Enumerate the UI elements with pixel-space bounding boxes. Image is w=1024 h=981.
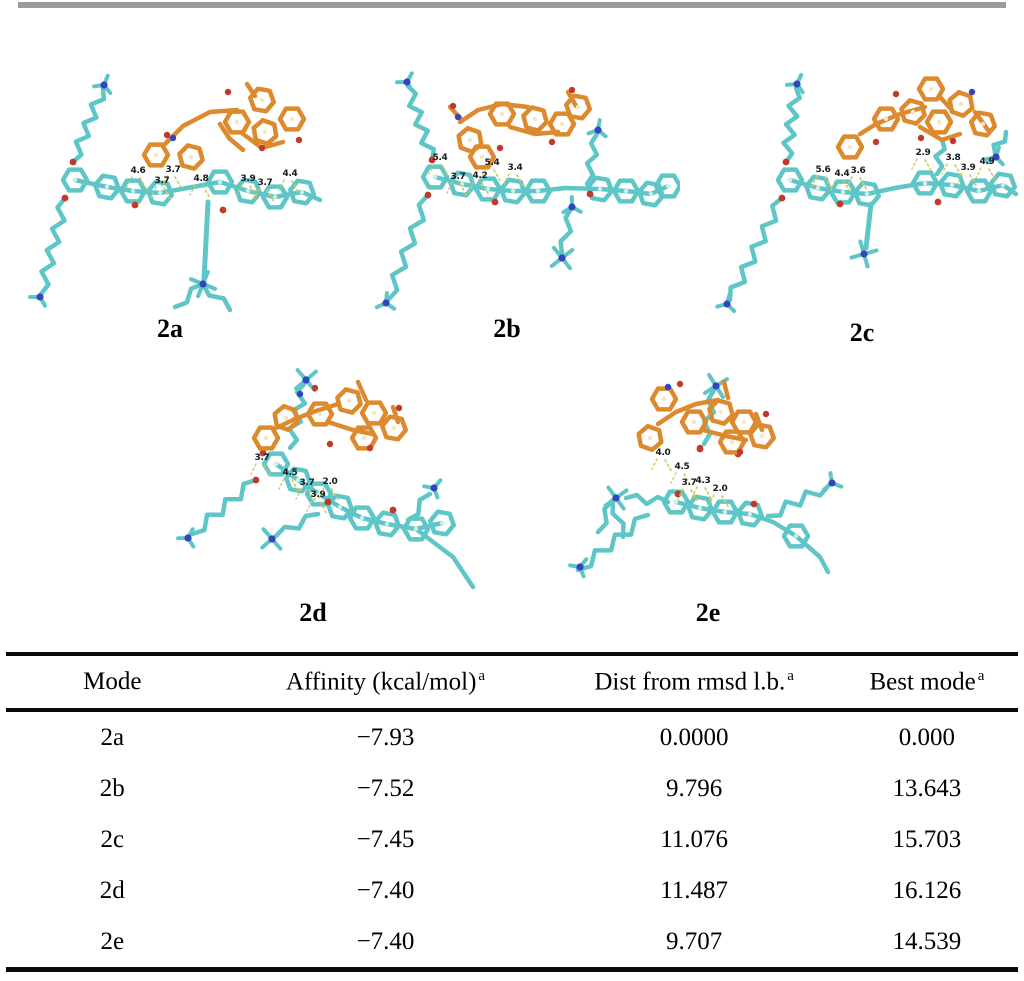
top-divider-rule — [18, 2, 1006, 8]
distance-label: 3.7 — [299, 478, 315, 488]
distance-label: 4.8 — [193, 174, 209, 184]
molecule-panel-2b: 5.4 5.4 3.4 3.7 4.2 2b — [350, 62, 680, 344]
distance-label: 5.4 — [484, 158, 500, 168]
table-header-rule — [6, 708, 1018, 712]
molecule-panel-2c: 5.6 4.4 3.6 2.9 3.8 3.9 4.9 2c — [690, 62, 1024, 347]
table-row-2a: 2a −7.93 0.0000 0.000 — [6, 712, 1018, 763]
molecule-render-2c — [715, 72, 1019, 314]
cell-affinity: −7.40 — [356, 876, 415, 904]
table-row-2b: 2b −7.52 9.796 13.643 — [6, 763, 1018, 814]
footnote-marker: a — [478, 667, 486, 684]
table-bottom-rule — [6, 967, 1018, 972]
distance-label: 3.7 — [681, 478, 697, 488]
molecule-panel-2e: 4.0 4.5 3.7 4.3 2.0 2e — [528, 352, 860, 628]
cell-best: 15.703 — [892, 825, 962, 853]
distance-label: 3.9 — [240, 174, 256, 184]
distance-label: 4.4 — [282, 169, 298, 179]
molecule-panel-2a: 4.6 3.7 3.7 4.8 3.9 3.7 4.4 2a — [15, 62, 340, 344]
column-header-text: Mode — [83, 668, 142, 695]
distance-label: 4.2 — [472, 171, 488, 181]
molecule-render-2e — [568, 373, 844, 579]
table-header-row: Mode Affinity (kcal/mol) a Dist from rmsd l… — [6, 656, 1018, 708]
column-header: Dist from rmsd l.b. a — [552, 668, 835, 696]
distance-label: 4.5 — [282, 468, 298, 478]
cell-dist: 9.707 — [666, 927, 723, 955]
distance-label: 2.9 — [915, 148, 931, 158]
distance-label: 3.9 — [960, 163, 976, 173]
molecule-panel-2d: 3.7 4.5 3.7 2.0 3.9 2d — [168, 352, 500, 628]
distance-label: 3.7 — [450, 172, 466, 182]
distance-label: 4.5 — [674, 462, 690, 472]
docking-results-table: Mode Affinity (kcal/mol) a Dist from rmsd l… — [6, 652, 1018, 972]
distance-label: 4.4 — [834, 169, 850, 179]
cell-mode: 2a — [100, 723, 125, 751]
footnote-marker: a — [787, 667, 794, 684]
distance-label: 3.7 — [154, 176, 170, 186]
column-header: Mode — [6, 668, 219, 696]
cell-best: 0.000 — [898, 723, 956, 751]
distance-label: 2.0 — [712, 484, 728, 494]
molecule-render-2d — [176, 368, 476, 590]
column-header: Affinity (kcal/mol) a — [219, 668, 553, 696]
table-row-2d: 2d −7.40 11.487 16.126 — [6, 865, 1018, 916]
distance-label: 3.7 — [257, 178, 273, 188]
cell-mode: 2e — [100, 927, 125, 955]
cell-dist: 9.796 — [666, 774, 723, 802]
distance-label: 4.9 — [979, 157, 995, 167]
panel-label-2c: 2c — [849, 318, 875, 347]
column-header-text: Affinity (kcal/mol) — [285, 668, 477, 696]
distance-label: 2.0 — [322, 477, 338, 487]
cell-dist: 11.076 — [660, 825, 729, 853]
distance-label: 3.7 — [165, 165, 181, 175]
cell-mode: 2c — [100, 825, 125, 853]
distance-label: 4.0 — [655, 448, 671, 458]
cell-best: 14.539 — [892, 927, 962, 955]
molecule-render-2a — [28, 73, 323, 313]
distance-label: 3.4 — [507, 163, 523, 173]
column-header-text: Best mode — [869, 668, 976, 696]
cell-best: 16.126 — [892, 876, 962, 904]
distance-label: 3.7 — [254, 453, 270, 463]
table-row-2e: 2e −7.40 9.707 14.539 — [6, 916, 1018, 967]
table-top-rule — [6, 652, 1018, 656]
cell-mode: 2b — [99, 774, 125, 802]
cell-affinity: −7.93 — [356, 723, 415, 751]
distance-label: 4.6 — [130, 166, 146, 176]
distance-label: 5.4 — [432, 153, 448, 163]
panel-label-2e: 2e — [695, 598, 721, 627]
cell-affinity: −7.52 — [356, 774, 415, 802]
cell-affinity: −7.45 — [356, 825, 415, 853]
column-header-text: Dist from rmsd l.b. — [594, 668, 786, 696]
distance-label: 5.6 — [815, 165, 831, 175]
distance-label: 3.8 — [945, 153, 961, 163]
distance-label: 3.6 — [850, 166, 866, 176]
cell-affinity: −7.40 — [356, 927, 415, 955]
cell-dist: 11.487 — [660, 876, 729, 904]
distance-label: 3.9 — [310, 490, 326, 500]
panel-label-2a: 2a — [157, 314, 183, 343]
column-header: Best mode a — [836, 668, 1018, 696]
cell-dist: 0.0000 — [659, 723, 729, 751]
cell-mode: 2d — [99, 876, 125, 904]
distance-label: 4.3 — [695, 476, 711, 486]
footnote-marker: a — [977, 667, 985, 684]
cell-best: 13.643 — [892, 774, 962, 802]
panel-label-2d: 2d — [299, 598, 327, 627]
molecule-render-2b — [374, 71, 680, 311]
panel-label-2b: 2b — [493, 314, 521, 343]
table-row-2c: 2c −7.45 11.076 15.703 — [6, 814, 1018, 865]
